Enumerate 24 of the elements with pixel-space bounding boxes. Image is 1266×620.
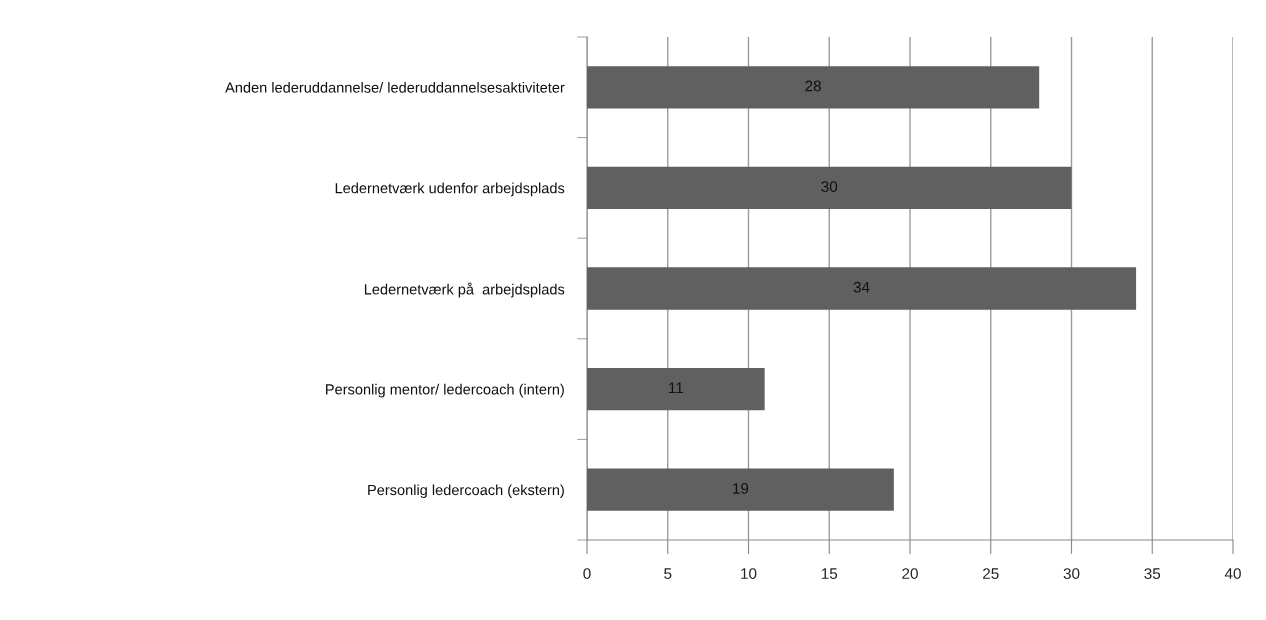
x-tick-label: 30 — [1063, 568, 1080, 579]
x-tick-label: 25 — [983, 568, 999, 579]
y-tick-label: Anden lederuddannelse/ lederuddannelsesaktiviteter — [225, 82, 565, 93]
x-tick-label: 0 — [583, 568, 591, 579]
y-tick-label: Ledernetværk på arbejdsplads — [364, 282, 565, 298]
x-tick-label: 5 — [664, 568, 672, 579]
y-tick-label: Ledernetværk udenfor arbejdsplads — [335, 182, 565, 197]
bar — [587, 367, 765, 411]
x-tick-label: 20 — [902, 568, 918, 579]
data-label: 19 — [733, 482, 749, 494]
bar — [587, 166, 1072, 210]
y-tick-label: Personlig mentor/ ledercoach (intern) — [326, 383, 564, 398]
x-tick-label: 15 — [821, 568, 838, 579]
x-tick-label: 40 — [1224, 568, 1241, 579]
y-tick-label: Personlig ledercoach (ekstern) — [368, 484, 564, 499]
data-label: 30 — [821, 181, 838, 192]
data-label: 11 — [669, 382, 684, 394]
bar — [587, 66, 1040, 109]
x-tick-label: 35 — [1144, 568, 1161, 579]
bar — [587, 468, 894, 511]
data-label: 34 — [853, 281, 870, 293]
x-tick-label: 10 — [741, 568, 757, 579]
bar — [587, 267, 1137, 310]
data-label: 28 — [805, 80, 821, 92]
